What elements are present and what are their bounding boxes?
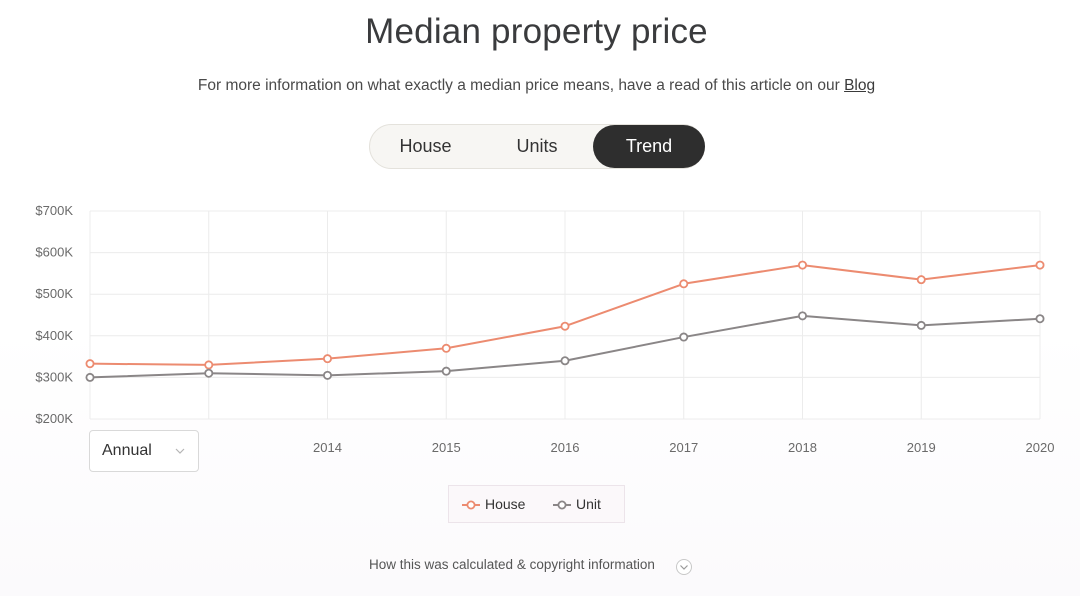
page-subtitle: For more information on what exactly a m… <box>0 77 1073 95</box>
x-tick-label: 2017 <box>669 440 698 455</box>
x-tick-label: 2018 <box>788 440 817 455</box>
data-point-house <box>1035 260 1045 270</box>
blog-link[interactable]: Blog <box>844 77 876 94</box>
legend-unit-marker-icon <box>553 500 571 510</box>
data-point-unit <box>322 370 332 380</box>
data-point-house <box>204 360 214 370</box>
y-tick-label: $500K <box>35 286 73 301</box>
data-point-house <box>916 275 926 285</box>
toggle-units[interactable]: Units <box>516 136 558 156</box>
data-point-house <box>560 321 570 331</box>
data-point-unit <box>1035 314 1045 324</box>
x-tick-label: 2016 <box>551 440 580 455</box>
legend-unit-label: Unit <box>576 496 601 512</box>
calculation-info-link[interactable]: How this was calculated & copyright info… <box>369 557 655 572</box>
data-point-unit <box>85 372 95 382</box>
chevron-down-icon <box>175 448 185 454</box>
y-tick-label: $300K <box>35 369 73 384</box>
data-point-unit <box>916 320 926 330</box>
y-tick-label: $700K <box>35 203 73 218</box>
data-point-house <box>85 359 95 369</box>
data-point-house <box>798 260 808 270</box>
toggle-house[interactable]: House <box>399 136 452 156</box>
data-point-unit <box>798 311 808 321</box>
data-point-house <box>679 279 689 289</box>
data-point-unit <box>679 332 689 342</box>
legend-house-label: House <box>485 496 526 512</box>
y-tick-label: $600K <box>35 245 73 260</box>
x-tick-label: 2019 <box>907 440 936 455</box>
trend-chart: $200K $300K $400K $500K $600K $700K 2014 2015 20… <box>35 203 1055 455</box>
data-point-unit <box>204 368 214 378</box>
data-point-house <box>441 343 451 353</box>
chart-legend: House Unit <box>448 485 625 523</box>
legend-house-marker-icon <box>462 500 480 510</box>
chevron-down-circle-icon[interactable] <box>675 558 693 576</box>
page-title: Median property price <box>365 12 708 51</box>
y-tick-label: $200K <box>35 411 73 426</box>
subtitle-text: For more information on what exactly a m… <box>197 77 845 94</box>
x-tick-label: 2015 <box>432 440 461 455</box>
x-tick-label: 2014 <box>313 440 342 455</box>
property-type-toggle: House Units Trend <box>369 124 705 169</box>
toggle-trend[interactable]: Trend <box>593 125 705 168</box>
data-point-unit <box>560 356 570 366</box>
data-point-unit <box>441 366 451 376</box>
x-tick-label: 2020 <box>1026 440 1055 455</box>
data-point-house <box>322 354 332 364</box>
period-select-value: Annual <box>102 442 152 459</box>
period-select[interactable]: Annual <box>89 430 199 472</box>
y-tick-label: $400K <box>35 328 73 343</box>
